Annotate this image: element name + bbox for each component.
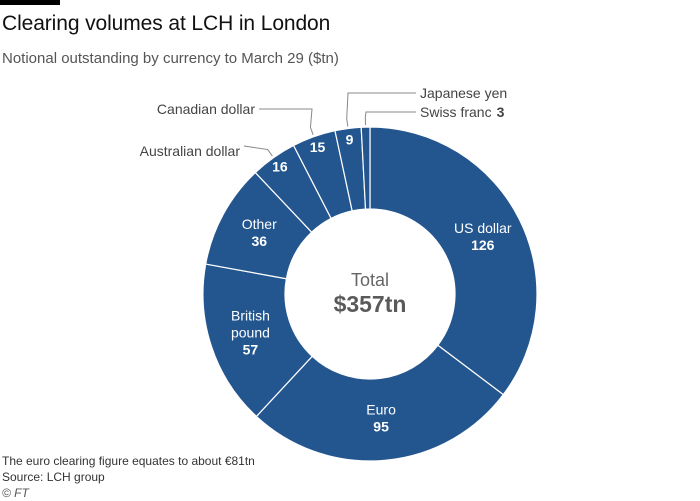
label-british-pound-line1: British: [231, 307, 270, 323]
value-canadian-dollar: 15: [310, 139, 326, 155]
center-label: Total: [351, 270, 389, 290]
value-japanese-yen: 9: [346, 131, 354, 147]
chart-footer: The euro clearing figure equates to abou…: [2, 453, 255, 501]
leader-japanese-yen: [346, 92, 416, 127]
label-swiss-franc: Swiss franc: [420, 104, 492, 120]
leader-australian-dollar: [243, 145, 273, 157]
leader-canadian-dollar: [259, 108, 314, 136]
credit-line: © FT: [2, 486, 29, 500]
label-australian-dollar: Australian dollar: [140, 143, 241, 159]
label-japanese-yen: Japanese yen: [420, 85, 507, 101]
label-canadian-dollar: Canadian dollar: [157, 101, 255, 117]
label-british-pound-line2: pound: [231, 324, 270, 340]
chart-title: Clearing volumes at LCH in London: [2, 12, 331, 35]
label-us-dollar-line1: US dollar: [454, 220, 512, 236]
chart-subtitle: Notional outstanding by currency to Marc…: [2, 50, 339, 67]
slice-swiss-franc: [360, 126, 371, 210]
label-euro-line1: Euro: [366, 402, 396, 418]
brand-topbar: [0, 0, 60, 5]
source-line: Source: LCH group: [2, 470, 105, 484]
center-total: $357tn: [334, 291, 407, 317]
slice-us-dollar: [369, 126, 538, 396]
value-euro: 95: [373, 419, 389, 435]
leader-swiss-franc: [364, 111, 416, 126]
value-australian-dollar: 16: [272, 159, 288, 175]
value-swiss-franc: 3: [497, 104, 505, 120]
value-us-dollar: 126: [471, 237, 495, 253]
value-british-pound: 57: [243, 341, 259, 357]
label-other-line1: Other: [242, 216, 277, 232]
footnote: The euro clearing figure equates to abou…: [2, 454, 255, 468]
value-other: 36: [251, 233, 267, 249]
slice-euro: [255, 344, 505, 462]
